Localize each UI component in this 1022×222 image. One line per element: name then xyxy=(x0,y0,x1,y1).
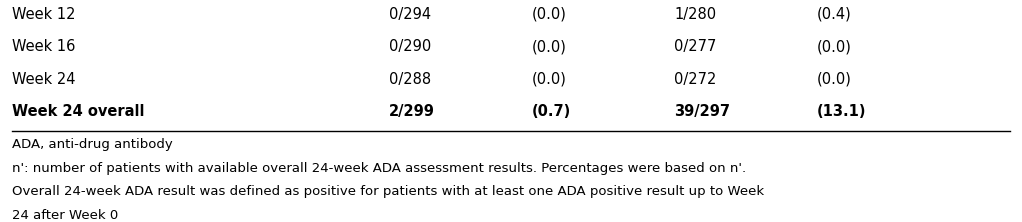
Text: 0/294: 0/294 xyxy=(388,7,431,22)
Text: (0.0): (0.0) xyxy=(531,7,566,22)
Text: (0.0): (0.0) xyxy=(817,39,851,54)
Text: (0.0): (0.0) xyxy=(817,72,851,87)
Text: 0/288: 0/288 xyxy=(388,72,431,87)
Text: Overall 24-week ADA result was defined as positive for patients with at least on: Overall 24-week ADA result was defined a… xyxy=(11,185,763,198)
Text: (0.0): (0.0) xyxy=(531,72,566,87)
Text: Week 12: Week 12 xyxy=(11,7,75,22)
Text: 0/272: 0/272 xyxy=(675,72,716,87)
Text: 0/290: 0/290 xyxy=(388,39,431,54)
Text: ADA, anti-drug antibody: ADA, anti-drug antibody xyxy=(11,138,173,151)
Text: (13.1): (13.1) xyxy=(817,104,867,119)
Text: 2/299: 2/299 xyxy=(388,104,434,119)
Text: (0.7): (0.7) xyxy=(531,104,570,119)
Text: (0.0): (0.0) xyxy=(531,39,566,54)
Text: 0/277: 0/277 xyxy=(675,39,716,54)
Text: Week 24 overall: Week 24 overall xyxy=(11,104,144,119)
Text: Week 16: Week 16 xyxy=(11,39,75,54)
Text: (0.4): (0.4) xyxy=(817,7,851,22)
Text: 24 after Week 0: 24 after Week 0 xyxy=(11,208,118,222)
Text: n': number of patients with available overall 24-week ADA assessment results. Pe: n': number of patients with available ov… xyxy=(11,162,746,175)
Text: 1/280: 1/280 xyxy=(675,7,716,22)
Text: 39/297: 39/297 xyxy=(675,104,730,119)
Text: Week 24: Week 24 xyxy=(11,72,75,87)
